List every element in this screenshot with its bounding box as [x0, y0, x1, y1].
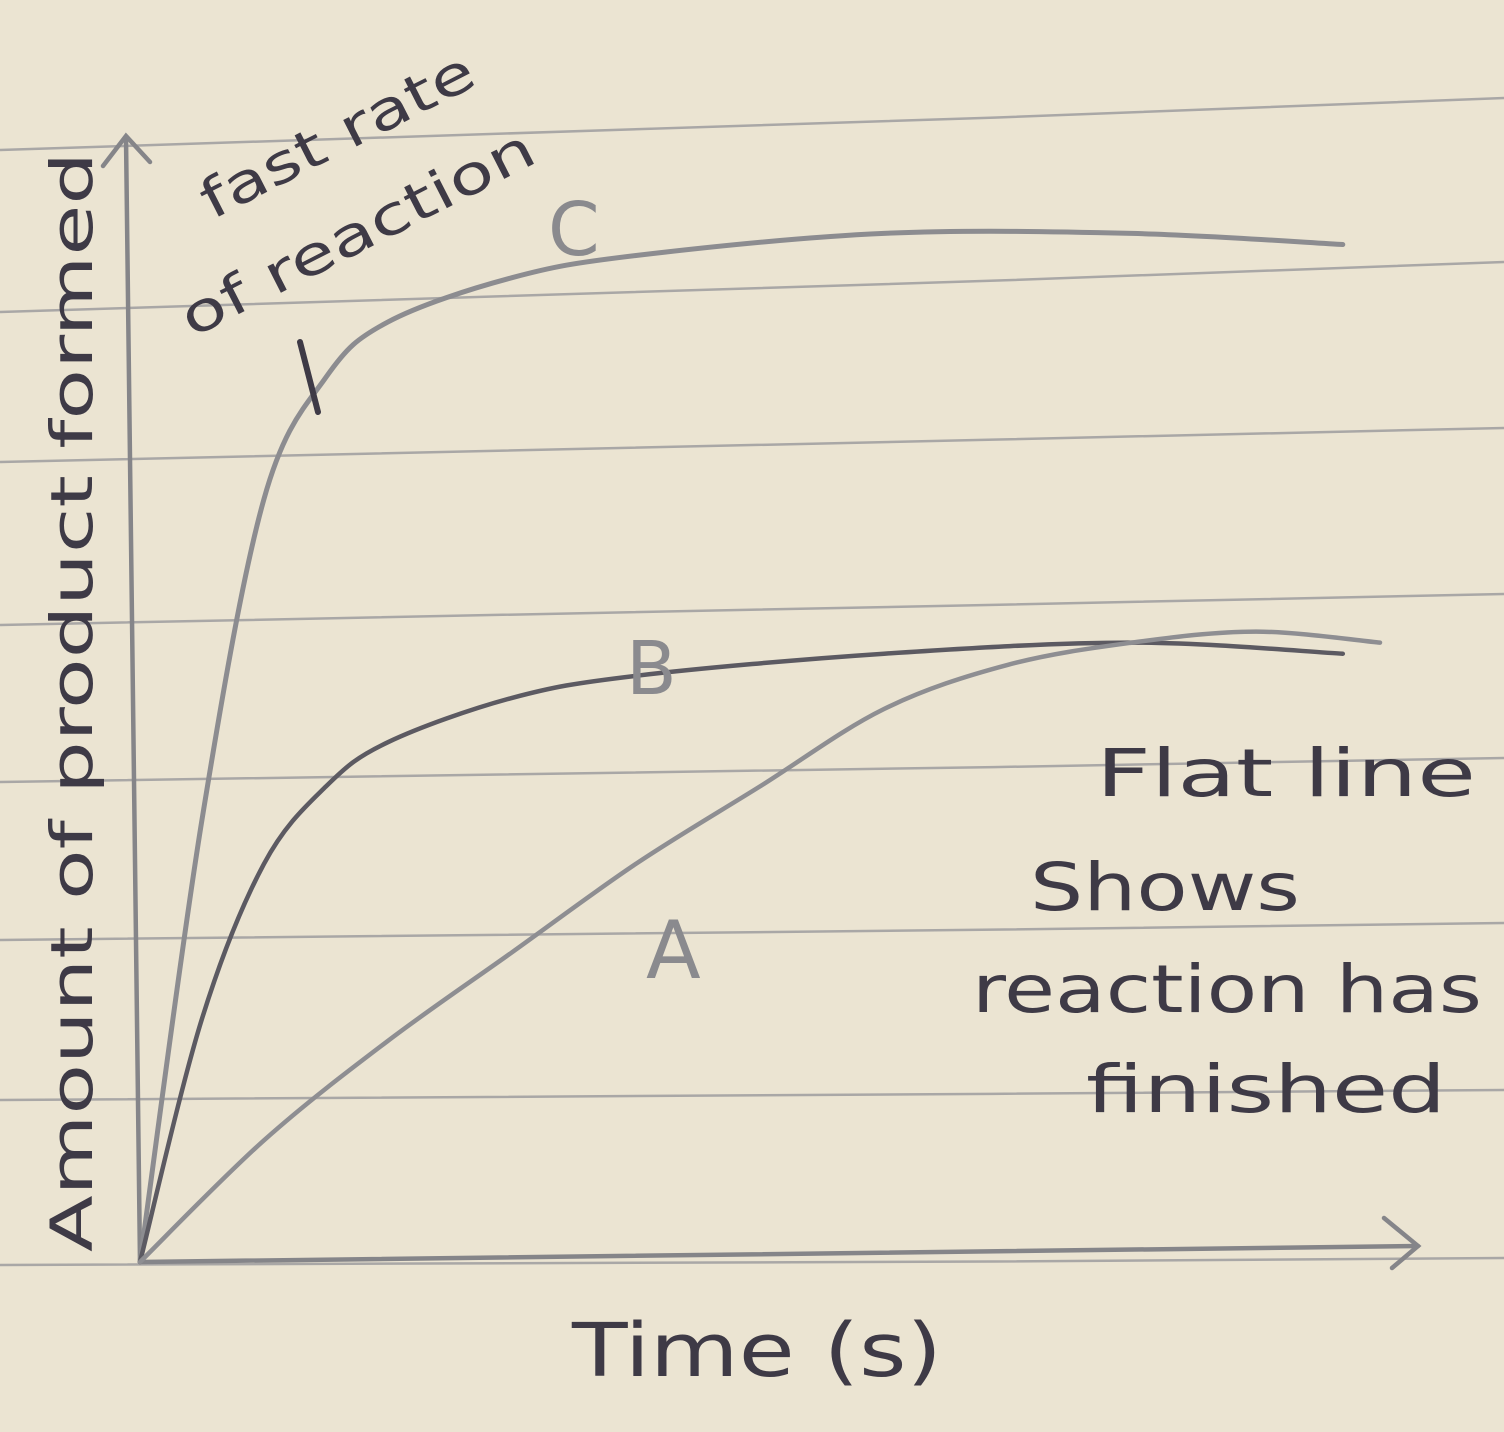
series-label-b: B [626, 626, 677, 712]
x-axis-arrowhead [1381, 1215, 1422, 1271]
annotation-flat-line-line-1: Flat line [1096, 735, 1476, 812]
x-axis [137, 1243, 1421, 1265]
series-line-b [137, 640, 1346, 1265]
y-axis [123, 135, 143, 1265]
x-axis-label: Time (s) [571, 1308, 942, 1394]
ruled-line [0, 1256, 1504, 1267]
ruled-line [0, 756, 1504, 784]
ruled-line [0, 260, 1504, 314]
annotation-fast-rate: fast rate of reaction [169, 39, 545, 415]
y-axis-label: Amount of product formed [38, 152, 106, 1252]
ruled-line [0, 921, 1504, 942]
ruled-line [0, 1088, 1504, 1102]
ruled-line [0, 426, 1504, 464]
ruled-line [0, 592, 1504, 627]
y-axis-arrowhead [100, 132, 153, 169]
series-label-c: C [548, 187, 600, 273]
series-line-a [137, 629, 1383, 1265]
series-line-c [137, 228, 1346, 1265]
annotation-flat-line-line-2: Shows [1030, 849, 1300, 926]
annotation-flat-line-line-4: finished [1086, 1051, 1446, 1128]
ruled-line [0, 96, 1504, 152]
annotation-flat-line-line-3: reaction has [972, 951, 1482, 1028]
annotation-pointer-mark [297, 339, 321, 415]
annotation-flat-line: Flat line Shows reaction has finished [972, 735, 1482, 1128]
series-label-a: A [646, 904, 701, 997]
ruled-lines [0, 96, 1504, 1267]
